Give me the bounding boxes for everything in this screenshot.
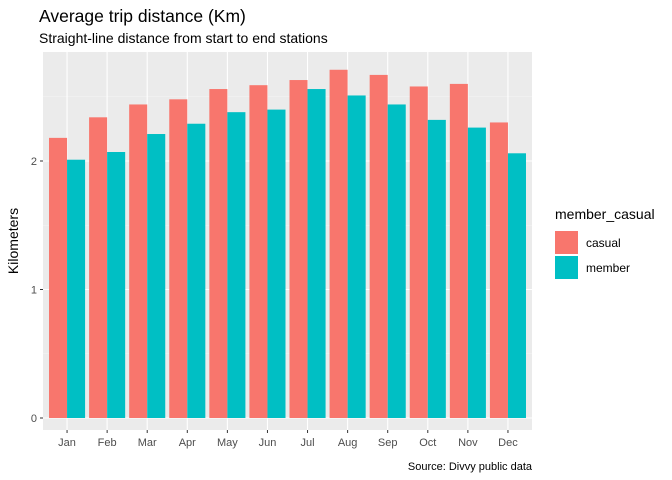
bar-casual-aug	[329, 69, 348, 418]
x-tick-label: Apr	[179, 437, 196, 449]
bar-member-apr	[187, 123, 206, 419]
chart-caption: Source: Divvy public data	[408, 461, 533, 473]
bar-casual-dec	[489, 122, 508, 418]
chart-subtitle: Straight-line distance from start to end…	[39, 30, 328, 46]
legend-label-member: member	[586, 261, 630, 275]
bar-casual-may	[209, 89, 228, 418]
x-tick-label: Oct	[419, 437, 436, 449]
bar-member-dec	[507, 153, 526, 419]
chart-title: Average trip distance (Km)	[39, 6, 246, 26]
x-tick-label: Dec	[498, 437, 518, 449]
bar-casual-feb	[89, 117, 108, 418]
legend-title: member_casual	[555, 206, 655, 222]
x-tick-label: Jan	[58, 437, 76, 449]
y-axis-title: Kilometers	[5, 208, 21, 274]
legend-key-member	[555, 256, 578, 279]
bar-casual-jan	[49, 137, 68, 418]
x-tick-label: Jul	[301, 437, 315, 449]
bar-member-mar	[147, 134, 166, 418]
bar-casual-apr	[169, 99, 188, 418]
bar-member-nov	[467, 127, 486, 418]
bar-member-feb	[107, 152, 126, 418]
x-tick-label: Mar	[138, 437, 157, 449]
bar-casual-mar	[129, 104, 148, 419]
bar-member-sep	[387, 104, 406, 419]
x-tick-label: Jun	[259, 437, 277, 449]
x-tick-label: Aug	[338, 437, 358, 449]
x-tick-label: May	[217, 437, 238, 449]
bar-member-jun	[267, 109, 286, 418]
bar-casual-nov	[449, 83, 468, 419]
x-tick-label: Sep	[378, 437, 398, 449]
bar-member-jan	[67, 159, 86, 418]
y-tick-label: 1	[31, 285, 37, 297]
x-tick-label: Nov	[458, 437, 478, 449]
bar-casual-jun	[249, 85, 268, 418]
plot-area: 0 1 2 Jan Feb Mar Apr May Jun Jul Aug Sep Oct Nov Dec	[31, 52, 532, 449]
legend: member_casual casual member	[555, 206, 655, 279]
legend-key-casual	[555, 231, 578, 254]
bar-casual-sep	[369, 74, 388, 418]
x-tick-label: Feb	[98, 437, 117, 449]
bar-casual-jul	[289, 80, 308, 419]
y-tick-label: 0	[31, 413, 37, 425]
bar-member-may	[227, 112, 246, 419]
bar-member-aug	[347, 95, 366, 418]
bar-member-jul	[307, 89, 326, 418]
y-tick-label: 2	[31, 156, 37, 168]
legend-label-casual: casual	[586, 236, 621, 250]
bar-member-oct	[427, 119, 446, 418]
bar-casual-oct	[409, 86, 428, 418]
